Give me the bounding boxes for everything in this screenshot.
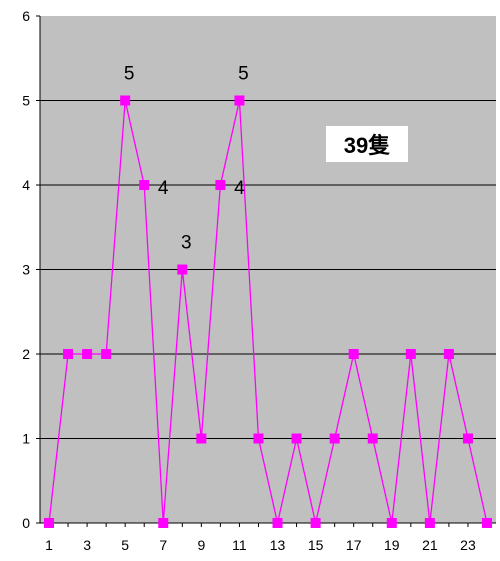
data-label: 4 (234, 178, 245, 199)
data-point (234, 95, 245, 106)
data-point (405, 349, 416, 359)
data-point (177, 264, 188, 275)
data-point (424, 518, 435, 528)
data-point (291, 433, 302, 444)
data-point (215, 180, 226, 190)
y-tick-label: 5 (22, 93, 30, 109)
x-tick-label: 5 (121, 537, 129, 553)
data-point (44, 518, 54, 528)
y-tick-label: 3 (22, 262, 30, 278)
data-label: 5 (124, 64, 135, 85)
x-tick-label: 7 (159, 537, 167, 553)
x-tick-label: 19 (384, 537, 400, 553)
data-point (482, 518, 492, 528)
data-label: 5 (238, 64, 249, 85)
data-point (348, 349, 359, 359)
y-tick-label: 1 (22, 431, 30, 447)
y-tick-label: 6 (22, 8, 30, 24)
series-line (48, 100, 488, 524)
y-tick-labels: 0 1 2 3 4 5 6 (22, 8, 30, 531)
data-labels: 5 4 3 4 5 (124, 64, 249, 254)
x-tick-label: 15 (308, 537, 324, 553)
data-point (367, 433, 378, 444)
axes (36, 15, 496, 527)
data-point (82, 349, 93, 359)
data-point (101, 349, 112, 359)
callout-box: 39隻 (326, 126, 408, 162)
data-point (329, 433, 340, 444)
callout-background (326, 126, 408, 162)
data-point (310, 518, 321, 528)
x-tick-label: 11 (232, 537, 247, 553)
y-tick-label: 2 (22, 346, 30, 362)
x-tick-label: 23 (460, 537, 476, 553)
data-point (196, 433, 207, 444)
series-markers (44, 95, 492, 528)
x-tick-label: 21 (422, 537, 438, 553)
data-point (120, 95, 131, 106)
data-point (443, 349, 454, 359)
data-point (272, 518, 283, 528)
y-tick-label: 4 (22, 177, 30, 193)
callout-text: 39隻 (344, 133, 390, 158)
x-tick-labels: 1 3 5 7 9 11 13 15 17 19 21 23 (45, 537, 476, 553)
x-tick-label: 17 (346, 537, 362, 553)
x-tick-label: 1 (45, 537, 53, 553)
y-tick-label: 0 (22, 515, 30, 531)
data-point (139, 180, 150, 190)
data-point (462, 433, 473, 444)
data-label: 3 (181, 233, 192, 254)
x-tick-label: 9 (197, 537, 205, 553)
data-point (63, 349, 74, 359)
data-point (253, 433, 264, 444)
x-tick-label: 3 (83, 537, 91, 553)
x-tick-label: 13 (270, 537, 286, 553)
data-label: 4 (158, 178, 169, 199)
data-point (158, 518, 169, 528)
data-point (386, 518, 397, 528)
